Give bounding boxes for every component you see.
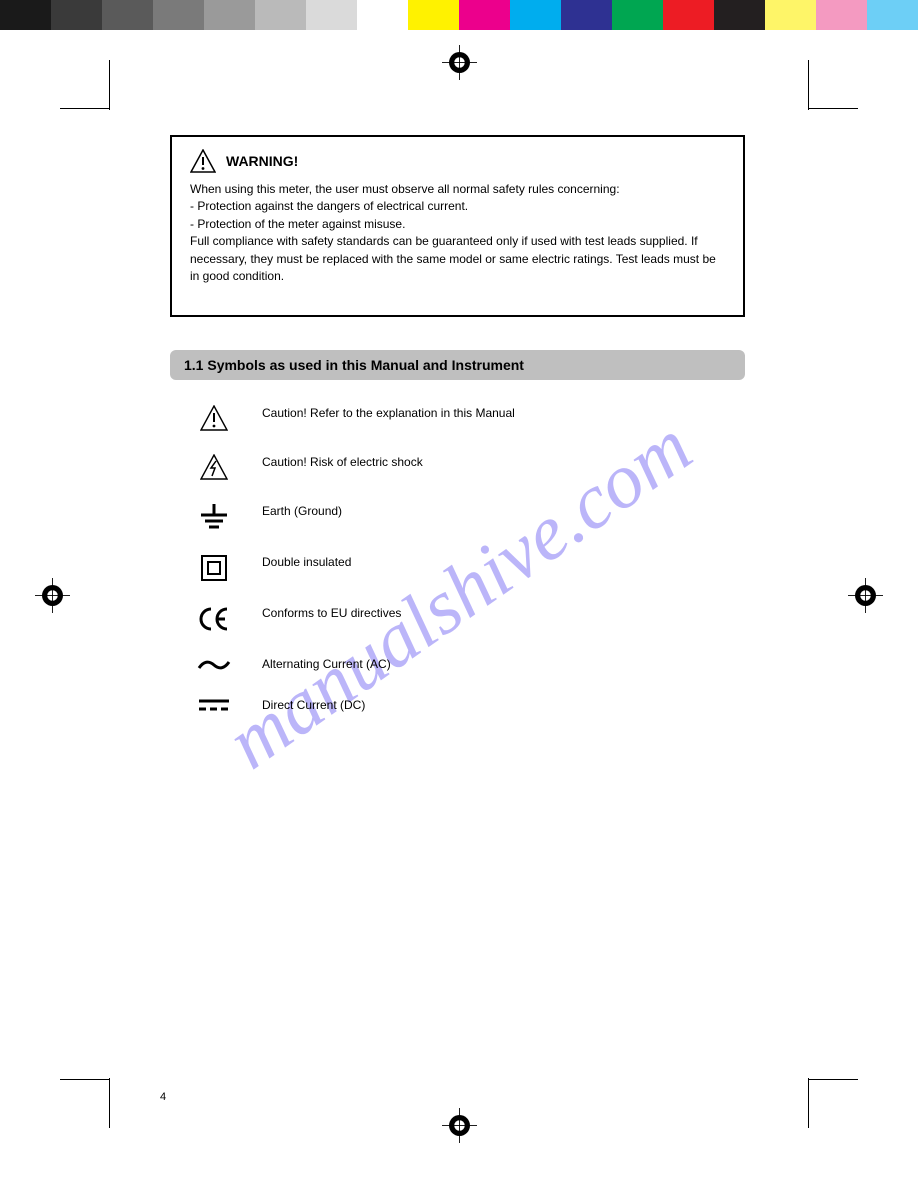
symbol-text: Alternating Current (AC) (262, 656, 736, 672)
ce-icon (196, 605, 232, 638)
color-swatch (357, 0, 408, 30)
warning-box: WARNING! When using this meter, the user… (170, 135, 745, 317)
color-swatch (561, 0, 612, 30)
symbol-text: Conforms to EU directives (262, 605, 736, 621)
triangle-bolt-icon (196, 454, 232, 485)
symbol-text: Caution! Refer to the explanation in thi… (262, 405, 736, 421)
double-square-icon (196, 554, 232, 587)
reg-mark-left (35, 578, 70, 613)
section-header-text: 1.1 Symbols as used in this Manual and I… (184, 357, 524, 373)
symbol-row: Alternating Current (AC) (196, 656, 736, 679)
color-swatch (51, 0, 102, 30)
color-swatch (459, 0, 510, 30)
warning-body: When using this meter, the user must obs… (190, 181, 725, 285)
color-swatch (204, 0, 255, 30)
tilde-icon (196, 656, 232, 679)
warning-title: WARNING! (226, 153, 298, 169)
symbol-row: Caution! Risk of electric shock (196, 454, 736, 485)
dc-icon (196, 697, 232, 718)
color-swatch (867, 0, 918, 30)
symbol-row: Caution! Refer to the explanation in thi… (196, 405, 736, 436)
crop-mark (808, 1078, 809, 1128)
color-swatch (255, 0, 306, 30)
color-swatch (714, 0, 765, 30)
symbol-list: Caution! Refer to the explanation in thi… (196, 405, 736, 736)
color-swatch (408, 0, 459, 30)
symbol-row: Direct Current (DC) (196, 697, 736, 718)
symbol-text: Direct Current (DC) (262, 697, 736, 713)
crop-mark (808, 60, 809, 110)
color-swatch (102, 0, 153, 30)
color-calibration-bar (0, 0, 918, 30)
color-swatch (765, 0, 816, 30)
reg-mark-bottom (442, 1108, 477, 1143)
warning-triangle-icon (190, 149, 216, 173)
crop-mark (808, 1079, 858, 1080)
symbol-text: Double insulated (262, 554, 736, 570)
page-number: 4 (160, 1091, 166, 1103)
color-swatch (612, 0, 663, 30)
warning-title-row: WARNING! (190, 149, 725, 173)
crop-mark (109, 60, 110, 110)
reg-mark-right (848, 578, 883, 613)
triangle-bang-icon (196, 405, 232, 436)
color-swatch (0, 0, 51, 30)
section-header-bar: 1.1 Symbols as used in this Manual and I… (170, 350, 745, 380)
ground-icon (196, 503, 232, 536)
color-swatch (306, 0, 357, 30)
symbol-row: Conforms to EU directives (196, 605, 736, 638)
symbol-text: Caution! Risk of electric shock (262, 454, 736, 470)
color-swatch (663, 0, 714, 30)
crop-mark (109, 1078, 110, 1128)
symbol-text: Earth (Ground) (262, 503, 736, 519)
crop-mark (60, 1079, 110, 1080)
symbol-row: Earth (Ground) (196, 503, 736, 536)
color-swatch (153, 0, 204, 30)
color-swatch (816, 0, 867, 30)
reg-mark-top (442, 45, 477, 80)
color-swatch (510, 0, 561, 30)
crop-mark (808, 108, 858, 109)
symbol-row: Double insulated (196, 554, 736, 587)
crop-mark (60, 108, 110, 109)
